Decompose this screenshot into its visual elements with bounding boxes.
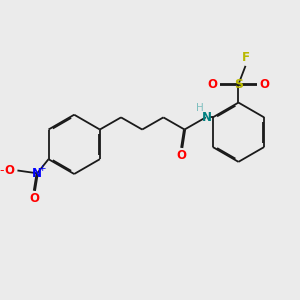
Text: H: H bbox=[196, 103, 203, 113]
Text: +: + bbox=[38, 164, 46, 173]
Text: F: F bbox=[242, 52, 250, 64]
Text: O: O bbox=[29, 192, 39, 205]
Text: N: N bbox=[32, 167, 42, 180]
Text: S: S bbox=[234, 78, 243, 91]
Text: O: O bbox=[260, 78, 270, 91]
Text: N: N bbox=[202, 111, 212, 124]
Text: O: O bbox=[207, 78, 217, 91]
Text: O: O bbox=[4, 164, 14, 177]
Text: O: O bbox=[177, 149, 187, 162]
Text: -: - bbox=[0, 164, 4, 177]
